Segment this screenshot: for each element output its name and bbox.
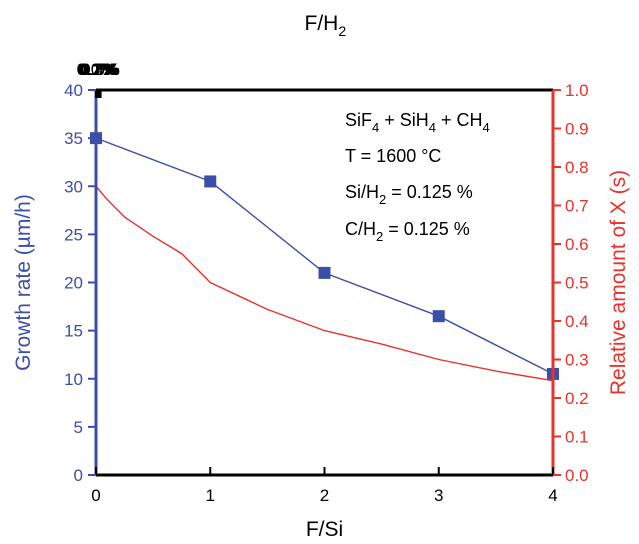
bottom-tick-label-3: 3 — [434, 486, 443, 505]
annotation-line-3-seg-2: = 0.125 % — [383, 219, 470, 239]
bottom-tick-label-2: 2 — [320, 486, 329, 505]
axes-layer: 0 1 2 3 4F/Si0.0%0.1%0.2%0.3%0.4%0.5%F/H2051… — [12, 12, 630, 541]
top-axis-title-main: F/H — [305, 12, 339, 35]
series-layer — [90, 132, 559, 382]
right-tick-label-1: 0.1 — [565, 428, 589, 447]
right-tick-label-3: 0.3 — [565, 351, 589, 370]
left-tick-label-1: 5 — [74, 418, 83, 437]
left-axis-title: Growth rate (µm/h) — [12, 194, 35, 371]
right-tick-label-7: 0.7 — [565, 197, 589, 216]
right-tick-label-8: 0.8 — [565, 158, 589, 177]
annotation-line-0-seg-5: 4 — [483, 120, 490, 135]
bottom-tick-label-4: 4 — [548, 486, 557, 505]
annotation-line-3-seg-0: C/H — [345, 219, 376, 239]
right-tick-label-2: 0.2 — [565, 389, 589, 408]
series-0-point-2 — [318, 266, 331, 279]
right-axis-title: Relative amount of X (s) — [607, 170, 630, 395]
plot-frame — [94, 88, 555, 477]
left-tick-label-7: 35 — [64, 129, 83, 148]
series-0-point-1 — [204, 175, 217, 188]
top-tick-label-2: 0.2% — [78, 60, 117, 79]
top-tick-label-5: 0.5% — [81, 60, 120, 79]
top-tick-label-3: 0.3% — [79, 60, 118, 79]
left-tick-label-4: 20 — [64, 274, 83, 293]
annotation-line-3-seg-1: 2 — [376, 229, 383, 244]
annotation-line-2: Si/H2 = 0.125 % — [345, 182, 473, 207]
top-tick-label-0: 0.0% — [77, 60, 116, 79]
left-tick-label-2: 10 — [64, 370, 83, 389]
annotation-line-1: T = 1600 °C — [345, 146, 441, 166]
left-tick-label-8: 40 — [64, 81, 83, 100]
right-tick-label-10: 1.0 — [565, 81, 589, 100]
series-1-line — [95, 185, 554, 382]
annotation-line-0-seg-1: 4 — [372, 120, 379, 135]
top-tick-label-1: 0.1% — [78, 60, 117, 79]
right-tick-label-5: 0.5 — [565, 274, 589, 293]
bottom-tick-label-0: 0 — [91, 486, 100, 505]
left-tick-label-6: 30 — [64, 177, 83, 196]
top-axis-title-sub: 2 — [338, 23, 346, 39]
annotation-line-2-seg-1: 2 — [379, 192, 386, 207]
annotation-line-1-seg-0: T = 1600 °C — [345, 146, 441, 166]
left-tick-label-3: 15 — [64, 322, 83, 341]
top-tick-label-4: 0.4% — [80, 60, 119, 79]
annotation-line-0-seg-2: + SiH — [379, 110, 429, 130]
right-tick-label-0: 0.0 — [565, 466, 589, 485]
bottom-tick-label-1: 1 — [206, 486, 215, 505]
bottom-axis-title: F/Si — [306, 518, 343, 541]
top-axis-title: F/H2 — [305, 12, 347, 39]
annotation-line-0-seg-4: + CH — [436, 110, 483, 130]
annotation-line-3: C/H2 = 0.125 % — [345, 219, 470, 244]
annotation-line-0-seg-3: 4 — [429, 120, 436, 135]
left-tick-label-0: 0 — [74, 466, 83, 485]
series-0-point-3 — [432, 310, 445, 323]
series-0-line — [95, 137, 554, 375]
right-tick-label-9: 0.9 — [565, 120, 589, 139]
right-tick-label-4: 0.4 — [565, 312, 589, 331]
annotation-line-0: SiF4 + SiH4 + CH4 — [345, 110, 490, 135]
annotation-line-2-seg-0: Si/H — [345, 182, 379, 202]
annotation-line-2-seg-2: = 0.125 % — [386, 182, 473, 202]
right-tick-label-6: 0.6 — [565, 235, 589, 254]
annotation-line-0-seg-0: SiF — [345, 110, 372, 130]
left-tick-label-5: 25 — [64, 225, 83, 244]
